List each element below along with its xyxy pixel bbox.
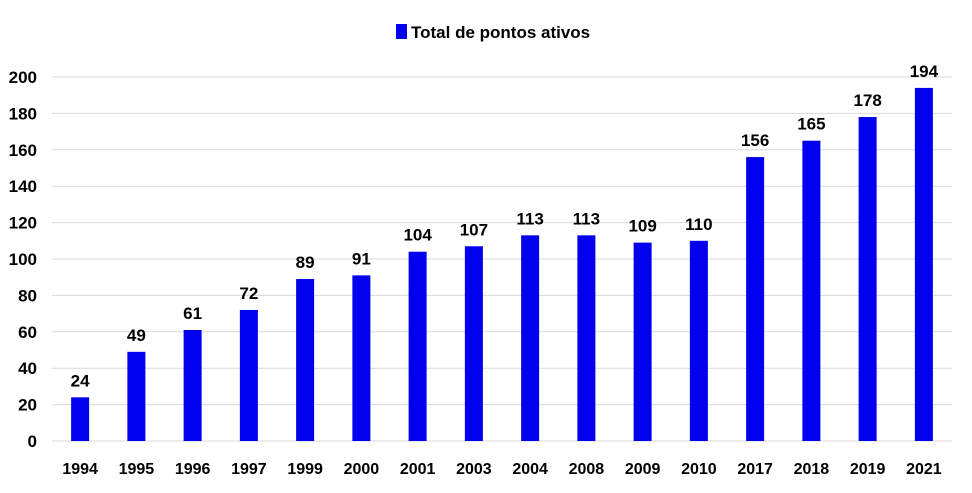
bar <box>521 235 540 441</box>
x-tick-label: 2018 <box>794 461 830 478</box>
x-axis: 1994 1995 1996 1997 1999 2000 2001 2003 2004 2008… <box>62 461 941 478</box>
x-tick-label: 2008 <box>569 461 605 478</box>
bar <box>408 251 427 441</box>
x-tick-label: 1996 <box>175 461 211 478</box>
bar <box>914 87 933 442</box>
bars <box>71 87 933 442</box>
x-tick-label: 2021 <box>906 461 942 478</box>
x-tick-label: 2001 <box>400 461 436 478</box>
y-tick-label: 120 <box>9 214 37 233</box>
x-tick-label: 1995 <box>119 461 155 478</box>
data-label: 24 <box>71 371 90 390</box>
bar <box>577 235 596 441</box>
bar <box>352 275 371 441</box>
data-labels: 24 49 61 72 89 91 104 107 113 113 109 110 156 165 178 1… <box>71 62 939 390</box>
legend-swatch <box>396 24 407 39</box>
bar <box>296 279 315 441</box>
data-label: 113 <box>573 209 600 228</box>
x-tick-label: 2004 <box>512 461 548 478</box>
bar <box>746 157 765 441</box>
x-tick-label: 1999 <box>287 461 323 478</box>
bar <box>71 397 90 441</box>
data-label: 110 <box>685 215 712 234</box>
y-tick-label: 180 <box>9 104 37 123</box>
legend-label: Total de pontos ativos <box>411 23 590 42</box>
y-tick-label: 100 <box>9 250 37 269</box>
bar <box>183 329 202 441</box>
x-tick-label: 2019 <box>850 461 886 478</box>
y-tick-label: 20 <box>18 396 37 415</box>
x-tick-label: 2000 <box>344 461 380 478</box>
data-label: 61 <box>183 304 202 323</box>
data-label: 194 <box>910 62 939 81</box>
data-label: 107 <box>460 220 488 239</box>
y-tick-label: 200 <box>9 68 37 87</box>
data-label: 178 <box>853 91 881 110</box>
x-tick-label: 2003 <box>456 461 492 478</box>
y-tick-label: 60 <box>18 323 37 342</box>
data-label: 104 <box>403 226 432 245</box>
legend: Total de pontos ativos <box>396 23 590 42</box>
data-label: 89 <box>296 253 315 272</box>
data-label: 91 <box>352 249 371 268</box>
bar <box>464 246 483 441</box>
bar <box>802 140 821 441</box>
bar <box>127 351 146 441</box>
x-tick-label: 2009 <box>625 461 661 478</box>
bar <box>633 242 652 441</box>
y-tick-label: 80 <box>18 286 37 305</box>
data-label: 165 <box>797 115 825 134</box>
y-tick-label: 160 <box>9 141 37 160</box>
x-tick-label: 1997 <box>231 461 267 478</box>
bar <box>858 117 877 441</box>
data-label: 156 <box>741 131 769 150</box>
bar <box>689 240 708 441</box>
data-label: 109 <box>628 217 656 236</box>
x-tick-label: 1994 <box>62 461 98 478</box>
y-tick-label: 0 <box>28 432 37 451</box>
data-label: 113 <box>516 209 543 228</box>
y-tick-label: 140 <box>9 177 37 196</box>
data-label: 72 <box>239 284 258 303</box>
x-tick-label: 2010 <box>681 461 717 478</box>
bar <box>239 309 258 441</box>
y-tick-label: 40 <box>18 359 37 378</box>
data-label: 49 <box>127 326 146 345</box>
y-axis: 0 20 40 60 80 100 120 140 160 180 200 <box>9 68 37 451</box>
gridlines <box>52 76 952 442</box>
x-tick-label: 2017 <box>737 461 773 478</box>
